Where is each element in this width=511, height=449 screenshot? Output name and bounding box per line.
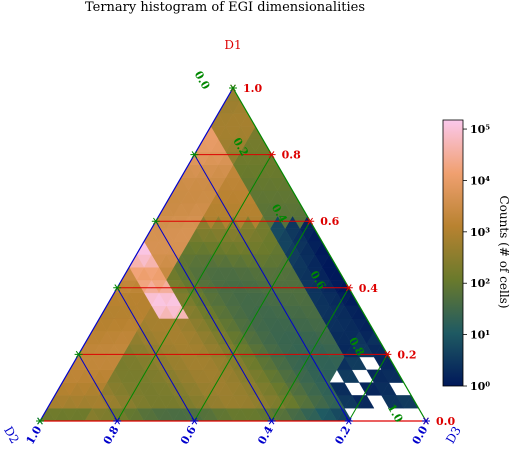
d1-tick-label: 1.0 xyxy=(243,82,262,95)
tick-mark xyxy=(151,217,160,225)
left-axis-label: D2 xyxy=(1,424,22,446)
colorbar-ticks: 10⁰ 10¹ 10² 10³ 10⁴ 10⁵ xyxy=(463,123,490,393)
left-edge xyxy=(39,87,234,422)
d1-tick-label: 0.2 xyxy=(397,348,416,361)
gridline-d3 xyxy=(116,154,273,422)
tick-mark xyxy=(383,350,392,358)
bin xyxy=(366,369,382,383)
d2-tick-label: 1.0 xyxy=(24,423,45,446)
tick-mark xyxy=(267,417,276,425)
d1-tick-label: 0.8 xyxy=(282,149,301,162)
tick-mark xyxy=(267,151,276,159)
colorbar xyxy=(442,119,464,387)
top-axis-label: D1 xyxy=(224,38,241,52)
colorbar-tick-label: 10⁵ xyxy=(470,123,490,136)
tick-mark xyxy=(36,417,44,425)
tick-mark xyxy=(344,417,353,425)
tick-mark xyxy=(344,284,353,292)
d2-tick-label: 0.0 xyxy=(410,423,431,446)
right-edge xyxy=(232,87,427,422)
d1-tick-label: 0.6 xyxy=(320,215,339,228)
d2-tick-label: 0.6 xyxy=(178,423,199,446)
colorbar-tick-label: 10¹ xyxy=(470,329,490,342)
d1-tick-label: 0.0 xyxy=(436,415,455,428)
tick-mark xyxy=(190,417,199,425)
bin xyxy=(225,87,241,102)
tick-mark xyxy=(113,417,122,425)
gridline-d2 xyxy=(78,354,118,422)
gridline-d2 xyxy=(155,220,273,422)
triangle-frame xyxy=(39,87,427,422)
colorbar-tick-label: 10⁴ xyxy=(470,174,490,187)
colorbar-tick-label: 10⁰ xyxy=(470,380,490,393)
gridline-d3 xyxy=(348,354,388,422)
colorbar-label: Counts (# of cells) xyxy=(497,195,511,308)
d2-tick-label: 0.2 xyxy=(332,424,353,447)
bin xyxy=(358,382,375,396)
d3-tick-label: 0.0 xyxy=(192,69,213,92)
tick-mark xyxy=(113,284,122,292)
tick-mark xyxy=(306,217,315,225)
d2-tick-label: 0.4 xyxy=(255,423,276,446)
histogram-bins xyxy=(39,87,419,422)
tick-mark xyxy=(74,350,83,358)
d1-tick-label: 0.4 xyxy=(359,282,378,295)
tick-mark xyxy=(229,84,237,92)
tick-mark xyxy=(190,151,199,159)
colorbar-tick-label: 10³ xyxy=(470,226,490,239)
gridline-d3 xyxy=(271,287,350,422)
gridline-d3 xyxy=(193,220,311,422)
grid-lines xyxy=(78,154,388,422)
chart-title: Ternary histogram of EGI dimensionalitie… xyxy=(85,0,365,15)
colorbar-tick-label: 10² xyxy=(470,277,490,290)
d2-tick-label: 0.8 xyxy=(101,423,122,446)
tick-mark xyxy=(422,417,430,425)
